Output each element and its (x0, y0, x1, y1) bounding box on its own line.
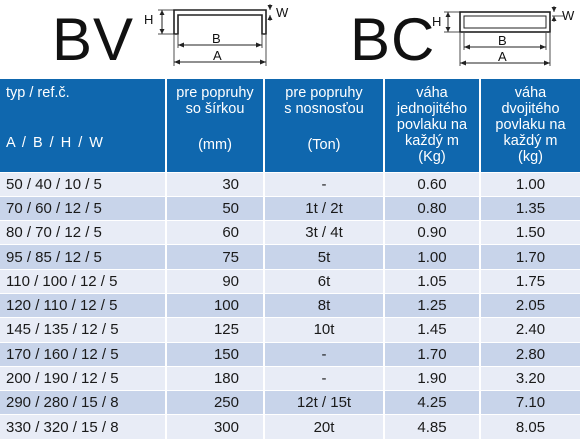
cell-double-weight: 3.20 (480, 365, 580, 391)
header-row: typ / ref.č. A / B / H / W pre popruhy s… (0, 79, 580, 172)
bc-w-label: W (562, 8, 575, 23)
header-type: typ / ref.č. A / B / H / W (0, 79, 167, 172)
cell-capacity: 8t (264, 292, 385, 318)
cell-single-weight: 1.25 (384, 292, 481, 318)
cell-capacity: 5t (264, 244, 385, 270)
header-single-weight: váha jednojitého povlaku na každý m (Kg) (384, 79, 481, 172)
bv-h-label: H (144, 12, 153, 27)
bc-title: BC (350, 6, 436, 73)
cell-single-weight: 4.25 (384, 390, 481, 415)
cell-type: 145 / 135 / 12 / 5 (0, 317, 167, 343)
cell-double-weight: 2.40 (480, 317, 580, 343)
cell-double-weight: 1.70 (480, 244, 580, 270)
cell-width: 50 (166, 195, 265, 221)
cell-single-weight: 1.70 (384, 341, 481, 367)
bv-a-label: A (213, 48, 222, 63)
table-row: 120 / 110 / 12 / 5 100 8t 1.25 2.05 (0, 292, 580, 318)
bc-a-label: A (498, 49, 507, 64)
cell-capacity: 1t / 2t (264, 195, 385, 221)
bv-profile-diagram: H W B A (144, 4, 289, 66)
cell-width: 300 (166, 414, 265, 439)
bc-profile-diagram: H W B A (432, 6, 575, 66)
cell-double-weight: 2.80 (480, 341, 580, 367)
cell-type: 110 / 100 / 12 / 5 (0, 268, 167, 294)
table-row: 50 / 40 / 10 / 5 30-0.60 1.00 (0, 171, 580, 197)
table-row: 145 / 135 / 12 / 5 125 10t 1.45 2.40 (0, 317, 580, 343)
bv-title: BV (52, 6, 135, 73)
cell-width: 90 (166, 268, 265, 294)
cell-type: 80 / 70 / 12 / 5 (0, 220, 167, 245)
cell-type: 95 / 85 / 12 / 5 (0, 244, 167, 270)
cell-width: 250 (166, 390, 265, 415)
cell-double-weight: 1.00 (480, 171, 580, 197)
cell-double-weight: 8.05 (480, 414, 580, 439)
cell-type: 50 / 40 / 10 / 5 (0, 171, 167, 197)
cell-type: 70 / 60 / 12 / 5 (0, 195, 167, 221)
cell-width: 30 (166, 171, 265, 197)
table-row: 80 / 70 / 12 / 5 60 3t / 4t 0.90 1.50 (0, 220, 580, 245)
cell-double-weight: 1.50 (480, 220, 580, 245)
cell-type: 170 / 160 / 12 / 5 (0, 341, 167, 367)
table-row: 95 / 85 / 12 / 5 75 5t 1.00 1.70 (0, 244, 580, 270)
cell-type: 200 / 190 / 12 / 5 (0, 365, 167, 391)
cell-width: 125 (166, 317, 265, 343)
table-row: 110 / 100 / 12 / 5 90 6t 1.05 1.75 (0, 268, 580, 294)
cell-width: 60 (166, 220, 265, 245)
cell-capacity: 20t (264, 414, 385, 439)
bc-b-label: B (498, 33, 507, 48)
cell-type: 290 / 280 / 15 / 8 (0, 390, 167, 415)
cell-capacity: - (264, 171, 385, 197)
cell-double-weight: 1.75 (480, 268, 580, 294)
bv-w-label: W (276, 5, 289, 20)
spec-table-body: 50 / 40 / 10 / 5 30-0.60 1.00 70 / 60 / 12 … (0, 171, 580, 439)
cell-width: 75 (166, 244, 265, 270)
cell-double-weight: 2.05 (480, 292, 580, 318)
cell-single-weight: 4.85 (384, 414, 481, 439)
cell-capacity: 3t / 4t (264, 220, 385, 245)
cell-capacity: - (264, 341, 385, 367)
cell-width: 150 (166, 341, 265, 367)
cell-single-weight: 0.90 (384, 220, 481, 245)
cell-single-weight: 1.90 (384, 365, 481, 391)
cell-width: 180 (166, 365, 265, 391)
header-double-weight: váha dvojitého povlaku na každý m (kg) (480, 79, 580, 172)
table-row: 200 / 190 / 12 / 5 180-1.90 3.20 (0, 365, 580, 391)
cell-double-weight: 7.10 (480, 390, 580, 415)
table-row: 170 / 160 / 12 / 5 150-1.70 2.80 (0, 341, 580, 367)
cell-single-weight: 0.60 (384, 171, 481, 197)
cell-double-weight: 1.35 (480, 195, 580, 221)
cell-capacity: 10t (264, 317, 385, 343)
cell-capacity: 6t (264, 268, 385, 294)
spec-table: typ / ref.č. A / B / H / W pre popruhy s… (0, 79, 580, 439)
cell-single-weight: 1.00 (384, 244, 481, 270)
bc-h-label: H (432, 14, 441, 29)
cell-type: 330 / 320 / 15 / 8 (0, 414, 167, 439)
cell-type: 120 / 110 / 12 / 5 (0, 292, 167, 318)
cell-capacity: 12t / 15t (264, 390, 385, 415)
header-width: pre popruhy so šírkou (mm) (166, 79, 265, 172)
table-row: 290 / 280 / 15 / 8 250 12t / 15t 4.25 7.10 (0, 390, 580, 415)
cell-width: 100 (166, 292, 265, 318)
cell-single-weight: 1.45 (384, 317, 481, 343)
cell-capacity: - (264, 365, 385, 391)
table-row: 70 / 60 / 12 / 5 50 1t / 2t 0.80 1.35 (0, 195, 580, 221)
cell-single-weight: 1.05 (384, 268, 481, 294)
bv-b-label: B (212, 31, 221, 46)
cell-single-weight: 0.80 (384, 195, 481, 221)
header-capacity: pre popruhy s nosnosťou (Ton) (264, 79, 385, 172)
table-row: 330 / 320 / 15 / 8 300 20t 4.85 8.05 (0, 414, 580, 439)
